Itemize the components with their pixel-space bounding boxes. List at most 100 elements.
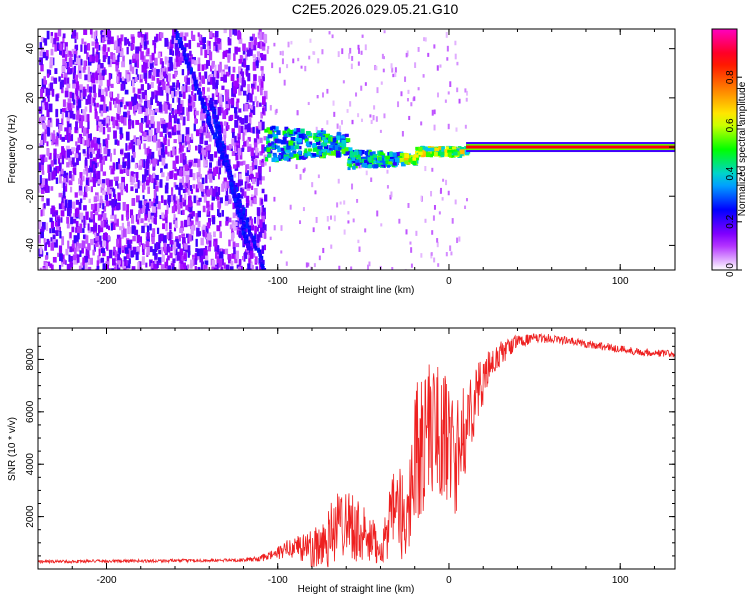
heat-cell (246, 94, 249, 103)
heat-cell (202, 224, 206, 234)
heat-cell (157, 139, 161, 148)
heat-cell (101, 89, 105, 95)
heat-cell (312, 147, 318, 152)
heat-cell (342, 80, 345, 84)
heat-cell (99, 72, 103, 81)
heat-cell (102, 171, 107, 176)
heat-cell (111, 198, 116, 208)
heat-cell (39, 267, 42, 270)
heat-cell (444, 152, 448, 157)
heat-cell (174, 40, 179, 50)
heat-cell (172, 146, 175, 156)
heat-cell (139, 42, 143, 49)
heat-cell (50, 48, 54, 56)
heat-cell (41, 78, 45, 88)
heat-cell (184, 59, 188, 65)
heat-cell (244, 251, 248, 259)
heat-cell (73, 65, 77, 73)
heat-cell (242, 132, 245, 142)
heat-cell (221, 183, 225, 192)
heat-cell (179, 227, 184, 234)
heat-cell (182, 140, 186, 148)
heat-cell (126, 167, 129, 176)
heat-cell (71, 147, 75, 152)
heat-cell (201, 191, 204, 197)
heat-cell (369, 114, 372, 118)
heat-cell (273, 154, 278, 159)
heat-cell (158, 81, 162, 86)
heat-cell (191, 211, 195, 217)
heat-cell (66, 121, 70, 128)
heat-cell (155, 174, 159, 181)
heat-cell (130, 171, 134, 177)
heat-cell (244, 54, 248, 61)
heat-cell (99, 124, 103, 133)
heat-cell (95, 71, 99, 81)
heat-cell (181, 197, 185, 203)
heat-cell (106, 242, 109, 251)
heat-cell (446, 45, 449, 52)
heat-cell (238, 173, 242, 180)
heat-cell (173, 173, 178, 180)
heat-cell (176, 107, 181, 115)
heat-cell (67, 103, 72, 111)
heat-cell (69, 50, 72, 56)
heat-cell (234, 29, 238, 36)
heat-cell (39, 42, 43, 50)
heat-cell (103, 240, 107, 247)
heat-cell (265, 156, 269, 162)
heat-cell (106, 224, 109, 229)
heat-cell (71, 67, 74, 73)
heat-cell (235, 250, 239, 259)
heat-cell (136, 138, 140, 146)
heat-cell (80, 262, 84, 268)
heat-cell (229, 266, 234, 270)
heat-cell (202, 37, 206, 43)
heat-cell (142, 182, 146, 190)
heat-cell (125, 131, 130, 141)
heat-cell (126, 250, 130, 260)
heat-cell (380, 223, 383, 227)
heat-cell (271, 157, 277, 162)
heat-cell (174, 248, 178, 256)
heat-cell (120, 186, 124, 196)
heat-cell (90, 203, 95, 210)
heat-cell (261, 215, 265, 223)
heat-cell (71, 103, 75, 109)
heat-cell (384, 158, 389, 163)
heat-cell (206, 61, 209, 69)
heat-cell (146, 236, 150, 242)
heat-cell (143, 159, 146, 169)
heat-cell (357, 113, 360, 118)
heat-cell (118, 72, 122, 80)
heat-cell (148, 174, 151, 183)
heat-cell (87, 258, 91, 265)
heat-cell (143, 41, 147, 47)
heat-cell (215, 88, 218, 96)
heat-cell (98, 249, 101, 257)
heat-cell (260, 41, 264, 50)
heat-cell (53, 159, 57, 165)
heat-cell (43, 134, 47, 143)
heat-cell (414, 156, 420, 161)
heat-cell (145, 78, 148, 84)
heat-cell (190, 69, 194, 75)
heat-cell (229, 224, 232, 230)
heat-cell (196, 199, 201, 206)
heat-cell (417, 46, 420, 52)
heat-cell (257, 42, 261, 48)
heat-cell (203, 195, 207, 203)
heat-cell (178, 57, 182, 65)
heat-cell (181, 69, 185, 76)
heat-cell (367, 157, 372, 162)
heat-cell (250, 218, 254, 227)
heat-cell (282, 130, 287, 136)
heat-cell (396, 153, 401, 158)
heat-cell (259, 159, 263, 165)
heat-cell (341, 48, 344, 55)
heat-cell (193, 81, 197, 87)
heat-cell (85, 114, 89, 123)
heat-cell (202, 229, 205, 237)
heat-cell (182, 242, 185, 248)
heat-cell (237, 120, 240, 129)
